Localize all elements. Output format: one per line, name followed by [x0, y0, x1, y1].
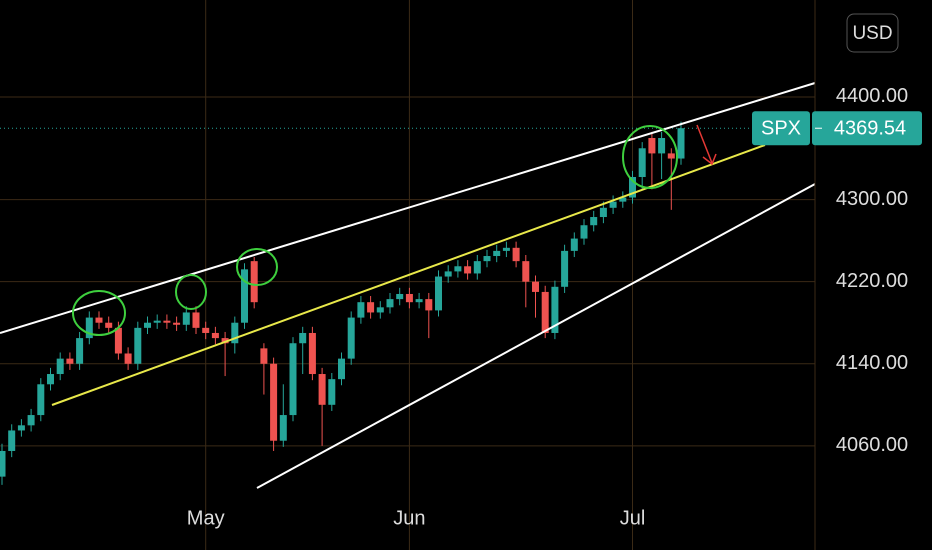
- candle-body: [211, 332, 219, 339]
- candle-body: [473, 261, 481, 274]
- candle-body: [522, 261, 530, 282]
- candle-body: [357, 302, 365, 318]
- candle-body: [502, 247, 510, 251]
- candle-body: [250, 261, 258, 303]
- candle-body: [512, 247, 520, 262]
- circle: [236, 248, 278, 286]
- candle-body: [76, 338, 84, 364]
- candle-body: [629, 177, 636, 198]
- candle-body: [231, 322, 239, 344]
- candle-body: [532, 281, 539, 292]
- candle-body: [27, 415, 35, 426]
- candle-body: [609, 201, 617, 208]
- candle-body: [241, 269, 248, 323]
- last-price-label: 4369.54: [834, 118, 906, 140]
- candle-body: [270, 363, 278, 441]
- candle-body: [405, 293, 413, 303]
- candle-body: [308, 332, 316, 375]
- price-tag: SPX 4369.54: [752, 111, 922, 146]
- drawings: [0, 82, 816, 489]
- candle-body: [415, 299, 423, 303]
- y-tick-label: 4140.00: [836, 352, 908, 374]
- candle-body: [37, 384, 45, 416]
- candle-body: [638, 148, 646, 178]
- candle-body: [8, 430, 16, 451]
- candle-body: [396, 293, 404, 300]
- candle-body: [0, 450, 6, 477]
- candle-body: [134, 327, 142, 364]
- candle-body: [153, 320, 161, 323]
- candle-body: [95, 317, 103, 323]
- y-tick-label: 4060.00: [836, 434, 908, 456]
- candle-body: [163, 320, 171, 323]
- candle-body: [289, 343, 297, 416]
- symbol-label: SPX: [761, 118, 801, 140]
- candle-body: [386, 299, 394, 308]
- x-tick-label: Jun: [393, 507, 425, 529]
- arrow-head: [702, 153, 717, 166]
- trend-line: [256, 183, 816, 489]
- candle-body: [347, 317, 355, 359]
- candle-body: [66, 358, 74, 364]
- candle-body: [454, 266, 462, 272]
- arrow: [696, 124, 713, 164]
- candle-body: [561, 250, 569, 287]
- candle-body: [376, 307, 384, 313]
- y-tick-label: 4220.00: [836, 270, 908, 292]
- candle-body: [551, 286, 559, 333]
- candle-body: [105, 322, 113, 328]
- candle-body: [367, 302, 375, 313]
- candle-body: [124, 353, 132, 364]
- candle-body: [182, 312, 190, 325]
- currency-button[interactable]: [846, 13, 899, 53]
- candle-body: [47, 374, 54, 385]
- candle-body: [338, 358, 345, 380]
- circle: [72, 290, 126, 336]
- candle-body: [570, 238, 578, 251]
- candle-body: [444, 271, 452, 277]
- candle-body: [648, 138, 656, 154]
- candle-body: [260, 348, 268, 364]
- candle-body: [144, 322, 151, 328]
- x-tick-label: Jul: [620, 507, 646, 529]
- y-tick-label: 4300.00: [836, 188, 908, 210]
- currency-label: USD: [852, 23, 892, 44]
- candle-body: [202, 327, 210, 333]
- candle-body: [590, 217, 598, 226]
- price-tag-box: [812, 111, 922, 146]
- trend-line: [0, 82, 816, 334]
- circle: [622, 125, 678, 189]
- candle-body: [192, 312, 200, 328]
- candle-body: [658, 138, 666, 154]
- candle-body: [173, 322, 181, 325]
- candle-body: [299, 332, 307, 344]
- candle-body: [435, 276, 442, 311]
- candles: [0, 121, 685, 485]
- candle-body: [328, 379, 336, 405]
- candle-body: [483, 256, 491, 262]
- candle-body: [580, 225, 588, 239]
- candle-body: [493, 250, 501, 257]
- candle-body: [667, 153, 675, 159]
- candle-body: [279, 415, 287, 441]
- candle-body: [221, 338, 229, 344]
- candle-body: [56, 358, 64, 375]
- candle-body: [114, 327, 122, 354]
- candle-body: [619, 197, 627, 202]
- symbol-tag: [752, 111, 810, 146]
- candle-body: [541, 291, 549, 333]
- candle-body: [599, 207, 607, 218]
- candle-body: [85, 317, 93, 339]
- circle: [175, 274, 207, 310]
- candle-body: [425, 299, 433, 311]
- candle-body: [464, 266, 472, 274]
- candle-body: [318, 374, 326, 405]
- x-tick-label: May: [187, 507, 225, 529]
- candle-body: [17, 425, 25, 431]
- candle-body: [677, 128, 685, 159]
- y-tick-label: 4400.00: [836, 85, 908, 107]
